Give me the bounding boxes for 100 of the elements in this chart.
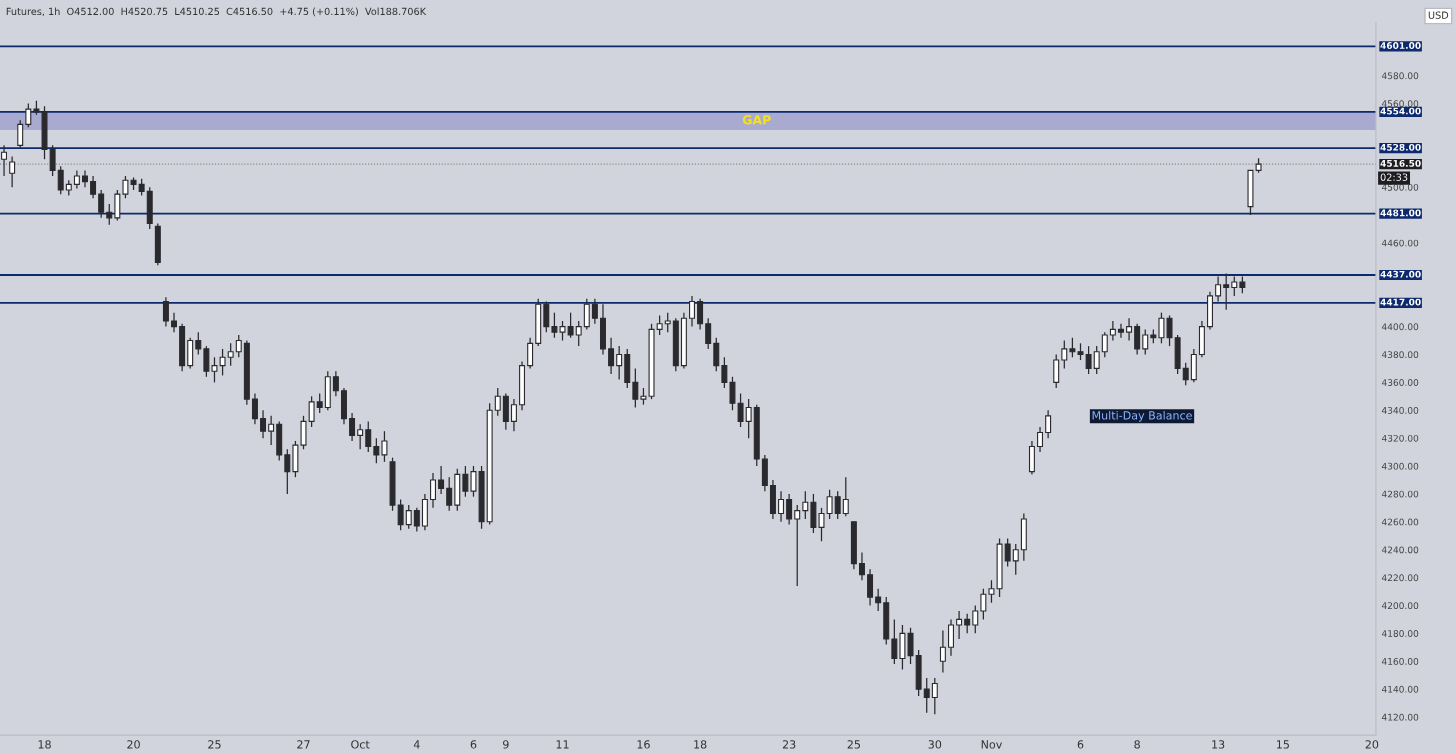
candlestick bbox=[430, 472, 436, 509]
candlestick bbox=[510, 398, 517, 432]
y-tick-label: 4120.00 bbox=[1381, 713, 1419, 721]
candlestick bbox=[842, 476, 849, 517]
y-tick-label: 4160.00 bbox=[1381, 657, 1419, 665]
candlestick bbox=[786, 493, 793, 526]
candlestick bbox=[203, 345, 210, 378]
candlestick bbox=[1045, 409, 1052, 439]
candlestick bbox=[251, 392, 258, 425]
candlestick bbox=[1223, 272, 1230, 311]
candlestick bbox=[49, 144, 56, 177]
x-tick-label: 16 bbox=[637, 740, 650, 749]
candlestick bbox=[567, 312, 574, 339]
candlestick bbox=[235, 334, 242, 358]
candlestick bbox=[794, 504, 801, 587]
candlestick bbox=[616, 345, 623, 381]
candlestick bbox=[745, 398, 752, 439]
y-tick-label: 4300.00 bbox=[1381, 462, 1419, 470]
candlestick bbox=[284, 448, 291, 495]
candlestick bbox=[1126, 317, 1133, 342]
candlestick bbox=[559, 320, 566, 342]
candlestick bbox=[381, 430, 388, 463]
ref-line-label: 4481.00 bbox=[1380, 209, 1421, 217]
y-tick-label: 4180.00 bbox=[1381, 630, 1419, 637]
candlestick bbox=[923, 677, 930, 714]
y-tick-label: 4460.00 bbox=[1381, 239, 1419, 247]
candlestick bbox=[939, 629, 946, 674]
candlestick bbox=[25, 102, 32, 128]
candlestick bbox=[875, 588, 882, 612]
candlestick bbox=[98, 189, 105, 219]
candlestick bbox=[1, 144, 8, 177]
ref-line-label: 4528.00 bbox=[1380, 143, 1421, 151]
candlestick bbox=[632, 367, 639, 409]
candlestick bbox=[948, 618, 954, 657]
candlestick bbox=[405, 504, 412, 530]
x-tick-label: 4 bbox=[413, 740, 420, 749]
candlestick bbox=[462, 465, 469, 498]
candlestick bbox=[82, 169, 88, 188]
candlestick bbox=[1053, 353, 1060, 389]
x-tick-label: 20 bbox=[1365, 740, 1379, 749]
candlestick bbox=[591, 298, 598, 325]
candlestick bbox=[438, 465, 445, 495]
x-tick-label: 6 bbox=[470, 740, 477, 749]
candlestick bbox=[1093, 345, 1100, 375]
candlestick bbox=[9, 155, 16, 188]
candlestick bbox=[494, 387, 501, 417]
candlestick bbox=[308, 395, 315, 428]
candlestick bbox=[397, 498, 404, 531]
candlestick bbox=[1117, 323, 1124, 339]
candlestick bbox=[551, 312, 558, 339]
y-tick-label: 4200.00 bbox=[1381, 602, 1419, 610]
candlestick bbox=[956, 610, 963, 640]
x-tick-label: 18 bbox=[694, 740, 707, 749]
y-tick-label: 4140.00 bbox=[1381, 685, 1419, 693]
y-tick-label: 4580.00 bbox=[1381, 72, 1419, 80]
text: 02:33 bbox=[1380, 173, 1408, 181]
candlestick bbox=[689, 295, 695, 328]
candlestick bbox=[713, 337, 720, 372]
y-tick-label: 4320.00 bbox=[1381, 434, 1419, 442]
candlestick bbox=[1061, 339, 1068, 370]
candlestick bbox=[1012, 543, 1019, 576]
candlestick bbox=[1101, 331, 1108, 358]
candlestick bbox=[721, 356, 728, 389]
candlestick bbox=[867, 568, 874, 607]
candlestick bbox=[260, 409, 267, 439]
candlestick bbox=[1215, 275, 1222, 303]
candlestick bbox=[527, 337, 534, 370]
ref-line-label: 4516.50 bbox=[1380, 159, 1421, 167]
candlestick bbox=[365, 420, 372, 453]
y-tick-label: 4400.00 bbox=[1381, 323, 1419, 331]
candlestick bbox=[778, 490, 785, 523]
candlestick bbox=[664, 312, 671, 333]
candlestick bbox=[931, 677, 938, 715]
band-label: GAP bbox=[742, 115, 771, 125]
candlestick bbox=[1231, 275, 1238, 297]
x-tick-label: Oct bbox=[351, 740, 370, 749]
candlestick bbox=[316, 392, 323, 414]
y-tick-label: 4340.00 bbox=[1381, 406, 1419, 414]
y-tick-label: 4220.00 bbox=[1381, 574, 1419, 582]
candlestick bbox=[1004, 537, 1011, 568]
candlestick bbox=[114, 189, 121, 222]
y-tick-label: 4280.00 bbox=[1381, 490, 1419, 498]
candlestick bbox=[1109, 320, 1116, 342]
candlestick bbox=[858, 551, 865, 581]
x-tick-label: 11 bbox=[556, 740, 569, 749]
candlestick bbox=[802, 490, 809, 520]
x-tick-label: Nov bbox=[981, 740, 1002, 749]
candlestick bbox=[583, 298, 590, 331]
candlestick bbox=[818, 507, 825, 542]
y-tick-label: 4560.00 bbox=[1381, 100, 1419, 108]
ref-line-label: 4417.00 bbox=[1380, 298, 1421, 306]
x-tick-label: 25 bbox=[208, 740, 221, 749]
x-tick-label: 25 bbox=[847, 740, 860, 749]
candlestick bbox=[162, 296, 169, 328]
candlestick bbox=[73, 169, 80, 190]
candlestick bbox=[195, 331, 202, 356]
x-tick-label: 6 bbox=[1077, 740, 1084, 749]
x-tick-label: 27 bbox=[297, 740, 310, 749]
x-tick-label: 13 bbox=[1212, 740, 1225, 749]
candlestick bbox=[57, 165, 64, 195]
